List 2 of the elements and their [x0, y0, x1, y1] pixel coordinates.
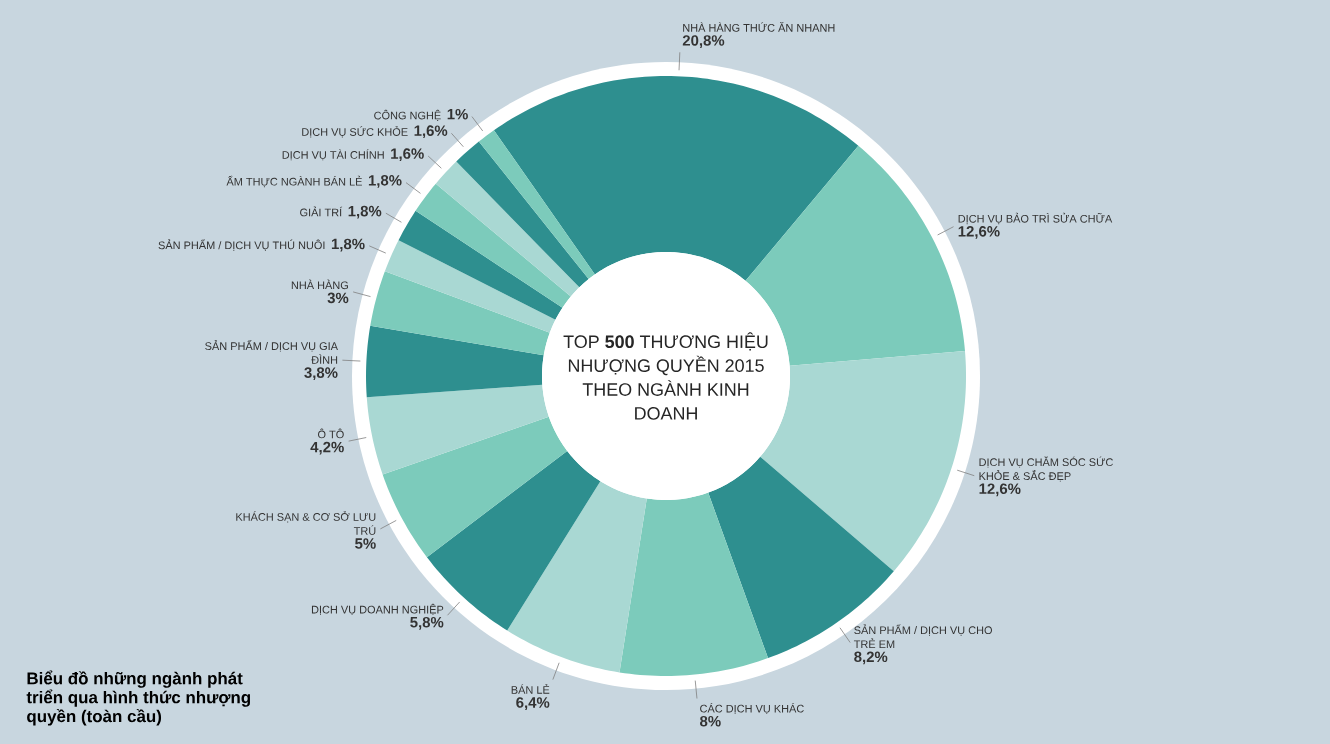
text: TOP 500 THƯƠNG HIỆU NHƯỢNG QUYỀN 2015 THEO NGÀNH KINH DOANH [563, 332, 768, 420]
text: Biểu đồ những ngành phát triển qua hình thức nhượng quyền (toàn cầu) [26, 670, 251, 726]
